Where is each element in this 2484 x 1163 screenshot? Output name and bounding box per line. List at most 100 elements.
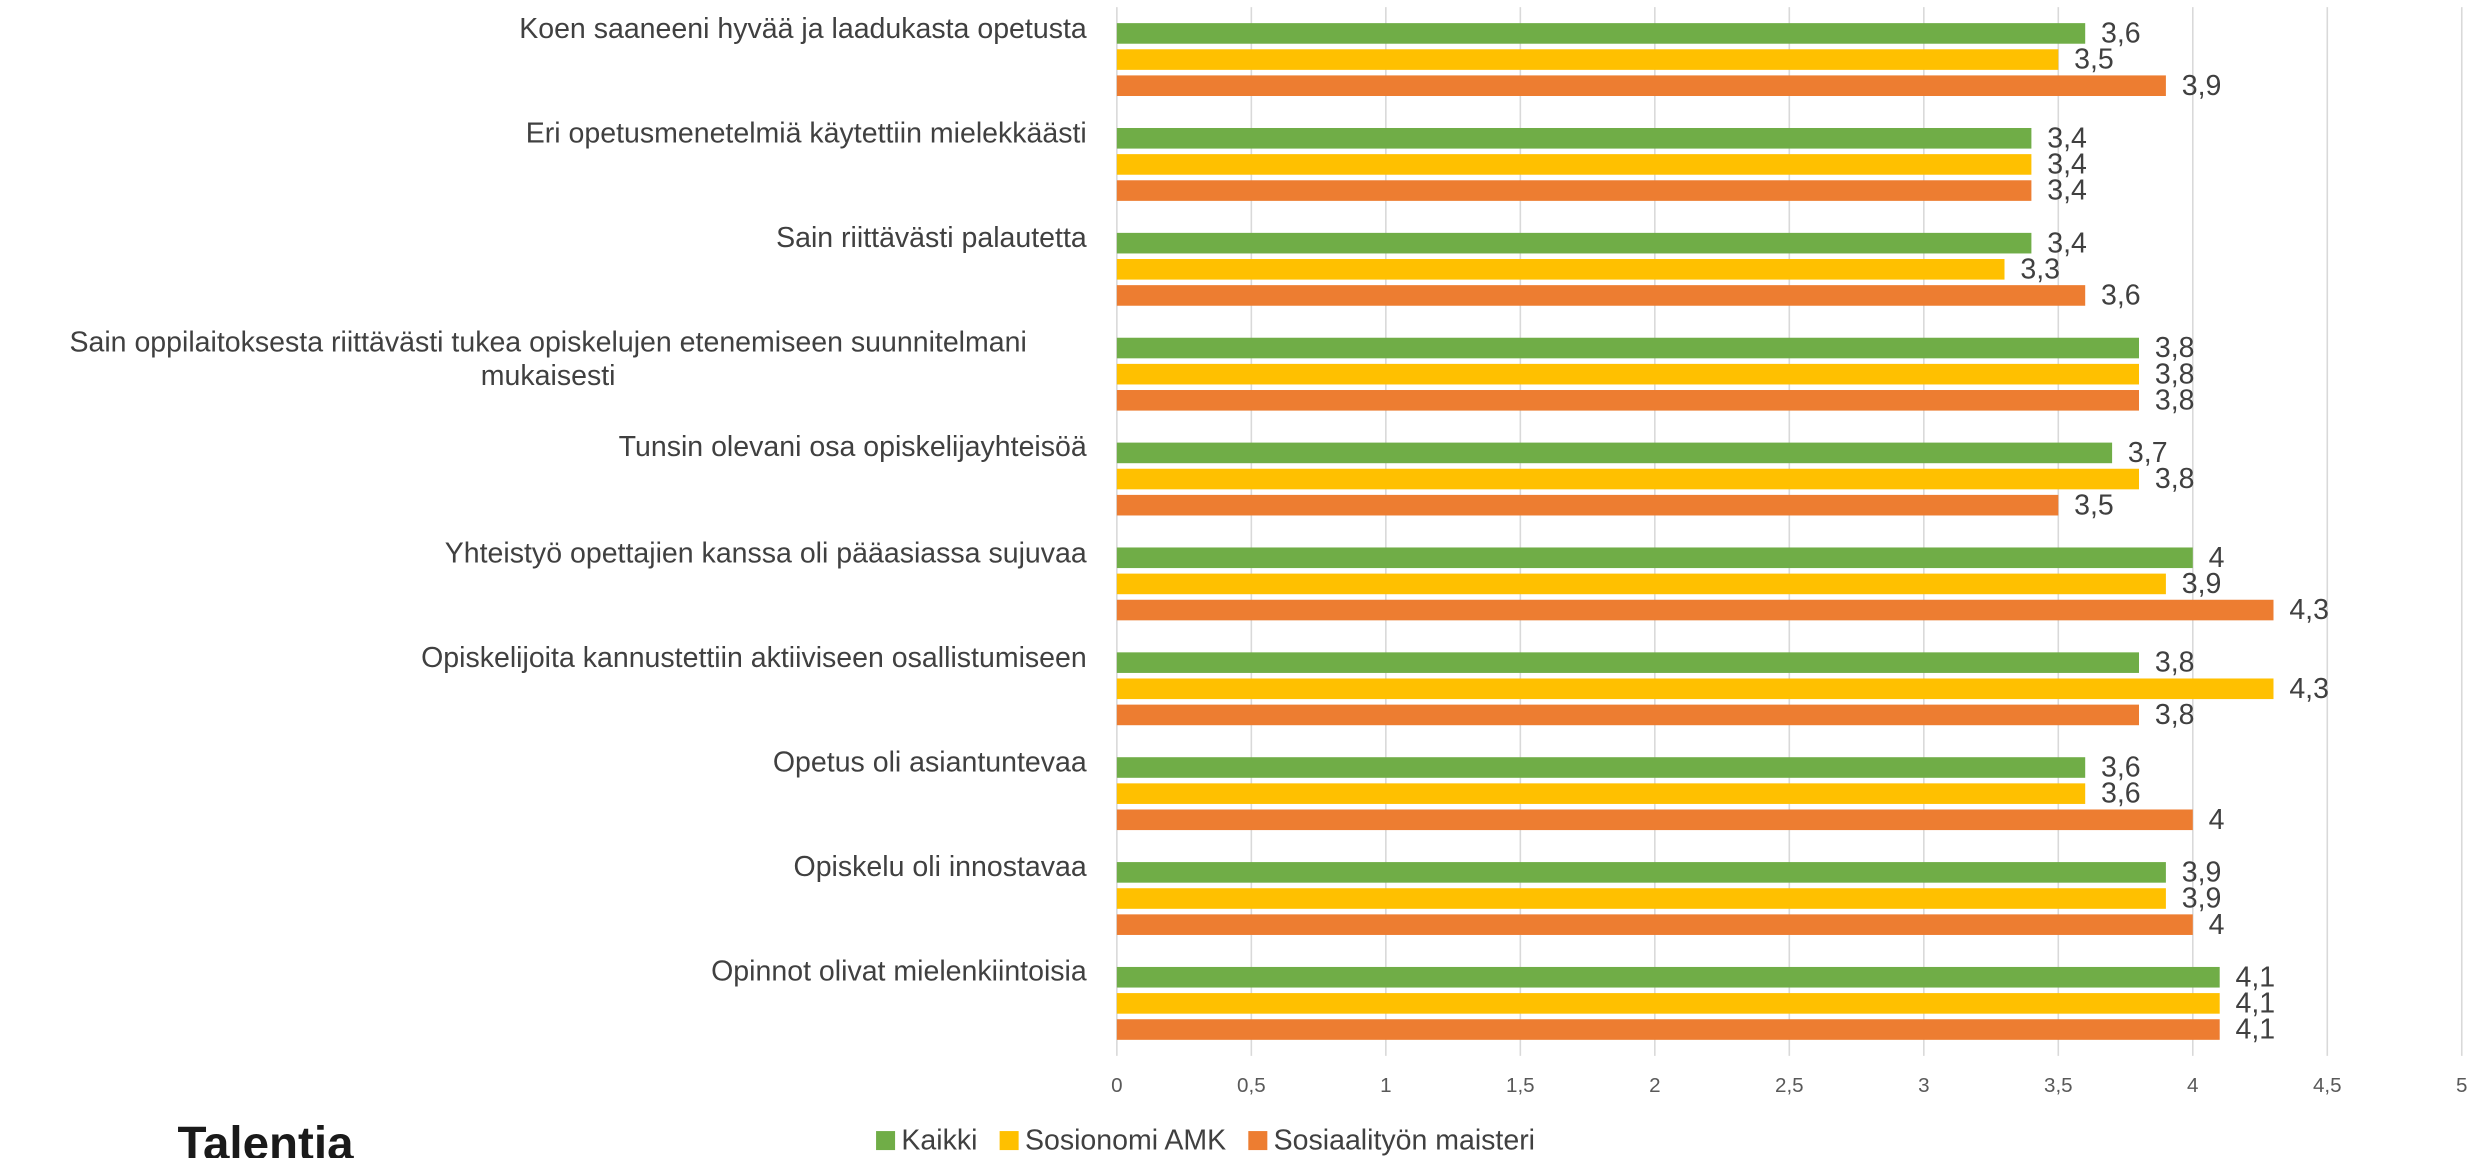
value-label: 3,7 bbox=[2128, 437, 2168, 469]
bar bbox=[1116, 704, 2139, 726]
value-label: 3,6 bbox=[2101, 18, 2141, 50]
category-label-row: Yhteistyö opettajien kanssa oli pääasias… bbox=[10, 536, 1087, 569]
category-label: Yhteistyö opettajien kanssa oli pääasias… bbox=[444, 536, 1087, 569]
category-label-row: Koen saaneeni hyvää ja laadukasta opetus… bbox=[10, 12, 1087, 45]
bar bbox=[1116, 783, 2086, 804]
bar bbox=[1116, 862, 2166, 883]
bar bbox=[1116, 914, 2193, 935]
x-tick-label: 1 bbox=[1380, 1074, 1391, 1097]
x-tick-label: 2 bbox=[1649, 1074, 1660, 1097]
bar bbox=[1116, 363, 2139, 385]
value-label: 3,6 bbox=[2101, 280, 2141, 312]
category-label: Sain oppilaitoksesta riittävästi tukea o… bbox=[69, 326, 1027, 392]
category-label-row: Opiskelu oli innostavaa bbox=[10, 851, 1087, 884]
category-label: Opiskelijoita kannustettiin aktiiviseen … bbox=[421, 641, 1087, 673]
value-label: 3,8 bbox=[2155, 463, 2195, 495]
bar bbox=[1116, 180, 2032, 201]
bar bbox=[1116, 888, 2166, 909]
value-label: 3,8 bbox=[2155, 647, 2195, 679]
value-label: 3,5 bbox=[2074, 489, 2114, 521]
bar bbox=[1116, 1019, 2220, 1040]
category-label-box: Eri opetusmenetelmiä käytettiin mielekkä… bbox=[10, 117, 1087, 150]
bar bbox=[1116, 259, 2005, 280]
value-label: 3,4 bbox=[2047, 175, 2087, 207]
category-label: Tunsin olevani osa opiskelijayhteisöä bbox=[618, 431, 1087, 464]
category-label-box: Yhteistyö opettajien kanssa oli pääasias… bbox=[10, 536, 1087, 569]
value-label: 4,1 bbox=[2236, 988, 2276, 1020]
value-label: 4,1 bbox=[2236, 961, 2276, 993]
legend-label: Sosionomi AMK bbox=[1025, 1125, 1226, 1157]
bar bbox=[1116, 127, 2032, 149]
legend-label: Sosiaalityön maisteri bbox=[1274, 1125, 1535, 1157]
category-label-box: Opiskelijoita kannustettiin aktiiviseen … bbox=[10, 641, 1087, 674]
bar bbox=[1116, 154, 2032, 175]
value-label: 3,9 bbox=[2182, 883, 2222, 915]
bar bbox=[1116, 75, 2166, 96]
value-label: 3,4 bbox=[2047, 122, 2087, 154]
category-label-row: Opiskelijoita kannustettiin aktiiviseen … bbox=[10, 641, 1087, 674]
value-label: 3,8 bbox=[2155, 332, 2195, 364]
bar bbox=[1116, 23, 2086, 44]
bar bbox=[1116, 285, 2086, 306]
category-label-row: Tunsin olevani osa opiskelijayhteisöä bbox=[10, 432, 1087, 465]
bar bbox=[1116, 49, 2059, 70]
value-label: 4 bbox=[2209, 909, 2225, 941]
x-tick-label: 0 bbox=[1111, 1074, 1122, 1097]
value-label: 3,4 bbox=[2047, 149, 2087, 181]
category-label-row: Eri opetusmenetelmiä käytettiin mielekkä… bbox=[10, 117, 1087, 150]
value-label: 3,3 bbox=[2020, 253, 2060, 285]
bar bbox=[1116, 337, 2139, 359]
legend-swatch bbox=[876, 1131, 896, 1151]
value-label: 4,3 bbox=[2289, 594, 2329, 626]
value-label: 3,9 bbox=[2182, 568, 2222, 600]
value-label: 3,5 bbox=[2074, 44, 2114, 76]
category-label: Sain riittävästi palautetta bbox=[776, 221, 1087, 254]
legend-swatch bbox=[999, 1131, 1019, 1151]
value-label: 3,6 bbox=[2101, 752, 2141, 784]
category-label-box: Sain oppilaitoksesta riittävästi tukea o… bbox=[10, 327, 1087, 394]
x-tick-label: 4 bbox=[2187, 1074, 2198, 1097]
bar bbox=[1116, 442, 2113, 464]
x-tick-label: 5 bbox=[2456, 1074, 2467, 1097]
legend-swatch bbox=[1248, 1131, 1268, 1151]
bar bbox=[1116, 809, 2193, 831]
x-tick-label: 1,5 bbox=[1506, 1074, 1535, 1097]
bar bbox=[1116, 547, 2193, 569]
value-label: 3,8 bbox=[2155, 384, 2195, 416]
bar bbox=[1116, 468, 2139, 490]
category-label: Opiskelu oli innostavaa bbox=[793, 850, 1087, 883]
bar bbox=[1116, 390, 2139, 411]
value-label: 4 bbox=[2209, 804, 2225, 836]
category-label-box: Opetus oli asiantuntevaa bbox=[10, 746, 1087, 779]
bar bbox=[1116, 494, 2059, 516]
legend-item: Sosiaalityön maisteri bbox=[1248, 1125, 1535, 1157]
value-label: 4 bbox=[2209, 542, 2225, 574]
category-label-row: Opinnot olivat mielenkiintoisia bbox=[10, 956, 1087, 989]
x-tick-label: 4,5 bbox=[2313, 1074, 2342, 1097]
category-label-row: Opetus oli asiantuntevaa bbox=[10, 746, 1087, 779]
bar bbox=[1116, 573, 2166, 595]
logo: Talentia bbox=[177, 1117, 354, 1158]
category-label-box: Opinnot olivat mielenkiintoisia bbox=[10, 956, 1087, 989]
category-label-row: Sain riittävästi palautetta bbox=[10, 222, 1087, 255]
category-label: Opetus oli asiantuntevaa bbox=[772, 746, 1087, 778]
value-label: 3,4 bbox=[2047, 227, 2087, 259]
category-label-box: Tunsin olevani osa opiskelijayhteisöä bbox=[10, 432, 1087, 465]
value-label: 4,3 bbox=[2289, 673, 2329, 705]
x-tick-label: 2,5 bbox=[1775, 1074, 1804, 1097]
bar bbox=[1116, 966, 2220, 988]
category-label: Eri opetusmenetelmiä käytettiin mielekkä… bbox=[525, 116, 1087, 149]
category-label-row: Sain oppilaitoksesta riittävästi tukea o… bbox=[10, 327, 1087, 394]
bar bbox=[1116, 993, 2220, 1014]
value-label: 3,6 bbox=[2101, 778, 2141, 810]
category-label: Koen saaneeni hyvää ja laadukasta opetus… bbox=[519, 12, 1087, 44]
category-label-box: Opiskelu oli innostavaa bbox=[10, 851, 1087, 884]
x-tick-label: 3,5 bbox=[2044, 1074, 2073, 1097]
x-tick-label: 0,5 bbox=[1237, 1074, 1266, 1097]
value-label: 4,1 bbox=[2236, 1014, 2276, 1046]
category-label: Opinnot olivat mielenkiintoisia bbox=[711, 955, 1087, 988]
value-label: 3,9 bbox=[2182, 856, 2222, 888]
legend-item: Kaikki bbox=[876, 1125, 977, 1157]
